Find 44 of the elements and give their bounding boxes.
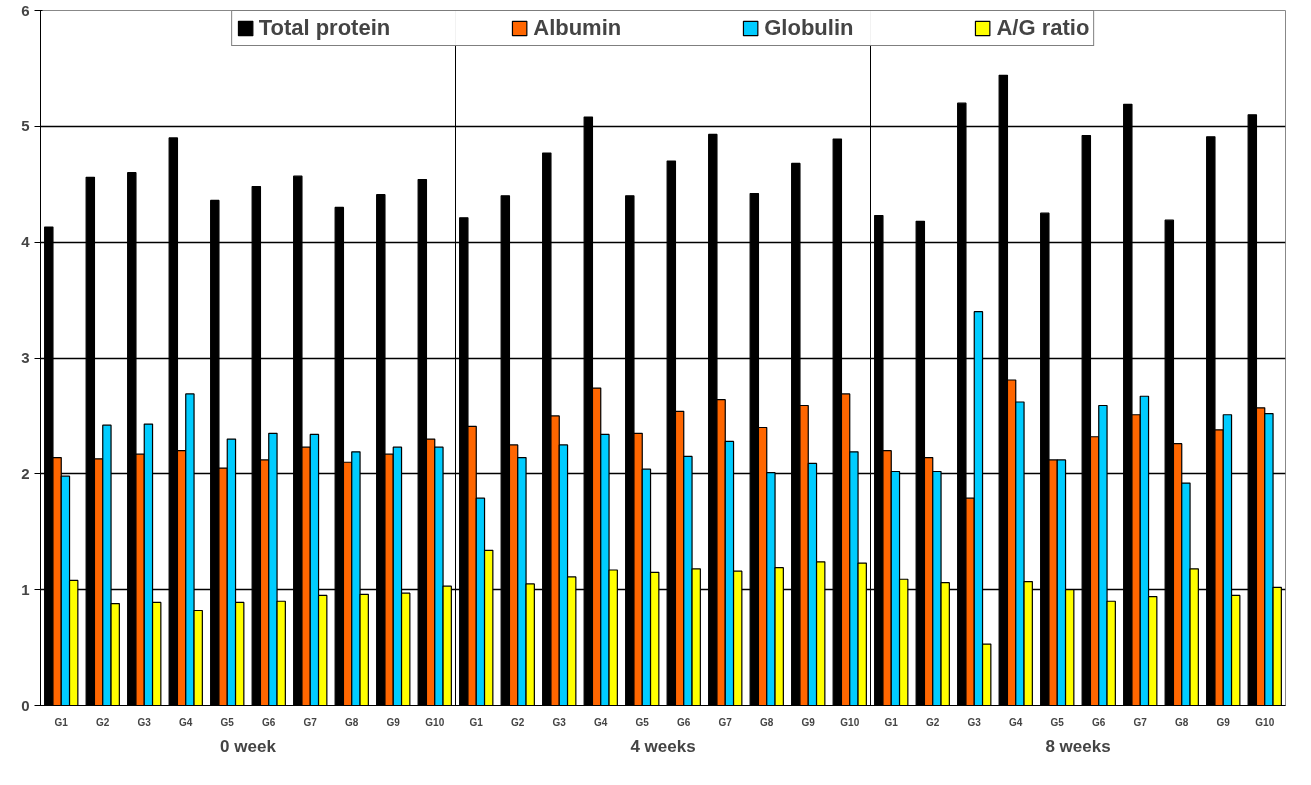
x-tick-label: G3 <box>137 716 152 728</box>
x-tick-label: G2 <box>96 716 110 728</box>
legend-label: Total protein <box>258 15 391 41</box>
x-tick-label: G6 <box>1092 716 1106 728</box>
x-tick-label: G7 <box>1133 716 1148 728</box>
x-tick-label: G3 <box>967 716 982 728</box>
x-tick-label: G8 <box>1175 716 1189 728</box>
x-tick-label: G10 <box>1255 716 1275 728</box>
legend-label: Albumin <box>533 15 622 41</box>
x-tick-label: G6 <box>262 716 276 728</box>
x-tick-label: G10 <box>840 716 860 728</box>
x-tick-label: G4 <box>594 716 608 728</box>
x-tick-label: G5 <box>635 716 650 728</box>
x-tick-label: G5 <box>220 716 235 728</box>
x-tick-label: G2 <box>511 716 525 728</box>
x-tick-label: G5 <box>1050 716 1065 728</box>
x-tick-label: G4 <box>1009 716 1023 728</box>
x-tick-label: G10 <box>425 716 445 728</box>
x-tick-label: G6 <box>677 716 691 728</box>
x-tick-label: G2 <box>926 716 940 728</box>
y-tick-label: 4 <box>21 233 31 251</box>
text: 4 weeks <box>630 736 696 756</box>
x-tick-label: G7 <box>303 716 318 728</box>
x-tick-label: G9 <box>801 716 816 728</box>
x-tick-label: G9 <box>1216 716 1231 728</box>
y-tick-label: 0 <box>21 696 30 714</box>
text: 0 week <box>220 736 277 756</box>
legend-label: A/G ratio <box>996 15 1090 41</box>
y-tick-label: 3 <box>21 349 30 366</box>
text: 8 weeks <box>1045 736 1111 756</box>
y-tick-label: 5 <box>21 117 30 135</box>
x-tick-label: G4 <box>179 716 193 728</box>
x-tick-label: G7 <box>718 716 733 728</box>
x-tick-label: G8 <box>760 716 774 728</box>
y-tick-label: 1 <box>21 580 30 598</box>
y-tick-label: 6 <box>21 1 30 19</box>
x-tick-label: G1 <box>54 716 69 728</box>
x-tick-label: G8 <box>345 716 359 728</box>
x-tick-label: G3 <box>552 716 567 728</box>
x-tick-label: G9 <box>386 716 401 728</box>
legend-label: Globulin <box>764 15 854 41</box>
y-tick-label: 2 <box>21 464 30 482</box>
x-tick-label: G1 <box>884 716 899 728</box>
x-tick-label: G1 <box>469 716 484 728</box>
